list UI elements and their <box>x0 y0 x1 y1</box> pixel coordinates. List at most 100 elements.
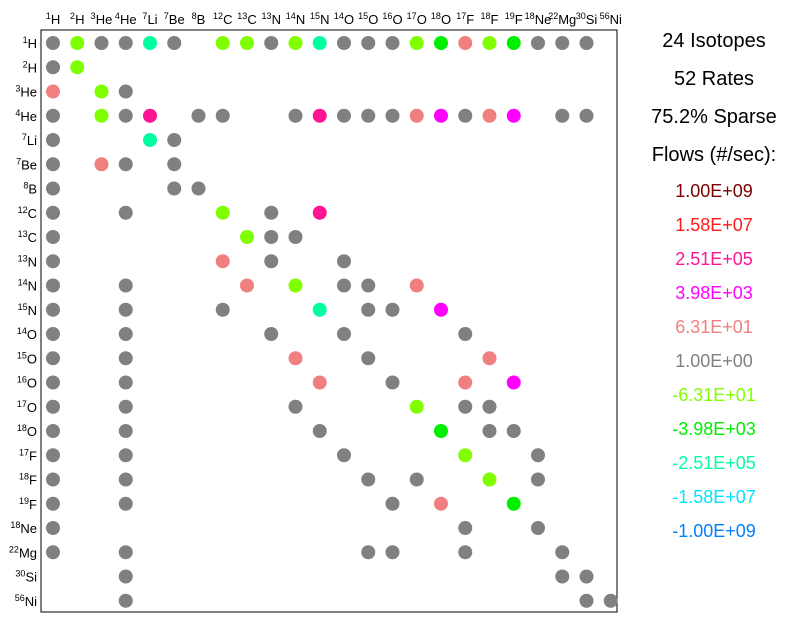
legend-item: -1.58E+07 <box>672 487 756 507</box>
flow-dot <box>46 133 60 147</box>
flow-dot <box>167 36 182 50</box>
flow-dot <box>118 84 133 99</box>
legend-item: -6.31E+01 <box>672 385 756 405</box>
flow-dot <box>385 375 400 390</box>
flow-dot <box>46 327 60 341</box>
column-label-15: 17O <box>407 11 427 27</box>
flow-dot <box>337 254 351 269</box>
flow-dot <box>240 278 254 293</box>
flow-dot <box>458 448 473 463</box>
flow-dot <box>506 375 521 390</box>
flow-dot <box>46 230 60 244</box>
flow-dot <box>46 205 60 220</box>
flow-dot <box>288 399 303 414</box>
flow-dot <box>118 157 133 172</box>
flow-dot <box>603 593 618 608</box>
flow-dot <box>555 108 570 123</box>
flow-dot <box>46 351 60 366</box>
matrix-plot: 1H 2H 3He 4He 7Li 7Be 8B 12C 13C 13N 14N 15N 14O 15O 1… <box>9 11 622 613</box>
flow-dot <box>215 205 230 220</box>
row-label-15: 17O <box>17 399 37 415</box>
row-label-5: 7Be <box>16 156 37 172</box>
row-label-11: 15N <box>18 302 37 318</box>
flow-dot <box>385 545 400 560</box>
flow-dot <box>555 545 570 560</box>
flow-dot <box>118 496 133 511</box>
flow-dot <box>579 593 594 608</box>
flow-dot <box>288 278 303 293</box>
flow-dot <box>264 254 279 269</box>
legend-item: 1.58E+07 <box>675 215 753 235</box>
flow-dot <box>288 351 303 366</box>
flow-dot <box>191 181 206 196</box>
flow-dot <box>409 108 424 123</box>
flow-dot <box>312 424 327 438</box>
column-label-11: 15N <box>310 11 329 27</box>
column-label-8: 13C <box>237 11 256 27</box>
flow-dot <box>46 472 60 487</box>
flow-dot <box>118 278 133 293</box>
flow-dot <box>167 157 182 172</box>
flow-dot <box>215 36 230 50</box>
flow-dot <box>482 399 497 414</box>
column-labels: 1H 2H 3He 4He 7Li 7Be 8B 12C 13C 13N 14N 15N 14O 15O 1… <box>46 11 622 27</box>
legend-item: 1.00E+09 <box>675 181 753 201</box>
sparsity: 75.2% Sparse <box>651 106 777 128</box>
column-label-17: 17F <box>456 11 474 27</box>
row-label-20: 18Ne <box>10 520 37 536</box>
flow-dot <box>385 36 400 50</box>
row-label-9: 13N <box>18 253 37 269</box>
flows-title: Flows (#/sec): <box>651 144 777 166</box>
flow-dot <box>118 327 133 341</box>
flow-dot <box>46 375 60 390</box>
flow-dot <box>143 108 157 123</box>
flow-dot <box>337 448 351 463</box>
row-label-23: 56Ni <box>15 593 37 609</box>
column-label-5: 7Be <box>164 11 185 27</box>
flow-dot <box>361 545 376 560</box>
row-label-0: 1H <box>23 35 37 51</box>
flow-dot <box>118 424 133 438</box>
flow-dot <box>70 60 85 75</box>
flow-dot <box>46 545 60 560</box>
row-label-4: 7Li <box>22 132 37 148</box>
flow-dot <box>46 157 60 172</box>
column-label-22: 30Si <box>576 11 598 27</box>
flow-dot <box>46 448 60 463</box>
flow-dot <box>337 108 351 123</box>
row-label-18: 18F <box>19 472 37 488</box>
row-label-12: 14O <box>17 326 37 342</box>
flow-dot <box>579 108 594 123</box>
flow-dot <box>312 205 327 220</box>
flow-dot <box>94 36 109 50</box>
flow-dot <box>555 569 570 584</box>
column-label-18: 18F <box>481 11 499 27</box>
flow-dot <box>337 36 351 50</box>
plot-frame <box>40 29 618 613</box>
column-label-2: 3He <box>91 11 113 27</box>
flow-dot <box>434 496 448 511</box>
flow-dot <box>118 351 133 366</box>
flow-dot <box>409 472 424 487</box>
flow-dot <box>555 36 570 50</box>
flow-dot <box>46 254 60 269</box>
column-label-7: 12C <box>213 11 232 27</box>
flow-dot <box>118 593 133 608</box>
flow-dot <box>288 36 303 50</box>
flow-dot <box>312 36 327 50</box>
flow-dot <box>118 302 133 317</box>
flow-dot <box>143 36 157 50</box>
flow-dot <box>264 36 279 50</box>
row-label-13: 15O <box>17 350 37 366</box>
flow-dot <box>409 278 424 293</box>
isotope-count: 24 Isotopes <box>662 30 766 52</box>
flow-dot <box>46 60 60 75</box>
flow-dot <box>361 302 376 317</box>
flow-dot <box>94 84 109 99</box>
column-label-3: 4He <box>115 11 137 27</box>
flow-dot <box>288 108 303 123</box>
flow-dot <box>458 399 473 414</box>
row-label-6: 8B <box>23 181 37 197</box>
column-label-9: 13N <box>262 11 281 27</box>
flow-dot <box>482 108 497 123</box>
